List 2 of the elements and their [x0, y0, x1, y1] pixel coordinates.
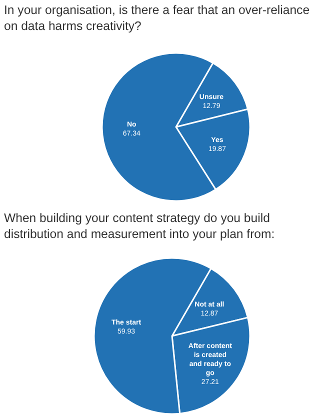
- chart-title: When building your content strategy do you build distribution and measurement into your plan from:: [4, 211, 275, 241]
- chart-title: In your organisation, is there a fear that an over-reliance on data harms creativity?: [4, 3, 310, 33]
